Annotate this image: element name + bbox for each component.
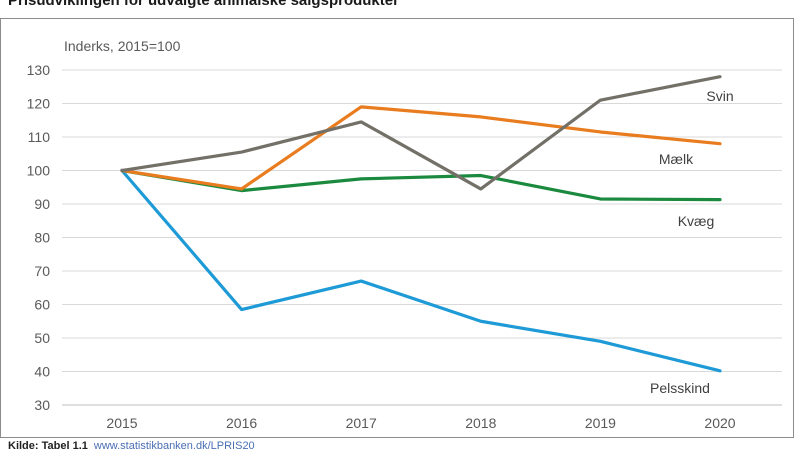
x-tick-label: 2019 <box>585 415 616 431</box>
x-tick-label: 2018 <box>465 415 496 431</box>
y-tick-label: 90 <box>34 196 50 212</box>
chart-title: Prisudviklingen for udvalgte animalske s… <box>8 0 399 9</box>
series-line-svin <box>120 75 722 191</box>
series-lines <box>120 75 722 373</box>
y-tick-label: 110 <box>28 129 51 145</box>
y-tick-label: 80 <box>34 230 50 246</box>
series-line-pelsskind <box>120 168 722 373</box>
y-tick-label: 30 <box>34 397 50 413</box>
series-line-mælk <box>120 105 722 191</box>
gridlines <box>62 69 782 406</box>
source-label: Kilde: Tabel 1.1 <box>8 440 88 450</box>
y-tick-label: 70 <box>34 263 50 279</box>
x-tick-label: 2016 <box>226 415 257 431</box>
series-label-pelsskind: Pelsskind <box>650 380 710 396</box>
y-tick-label: 40 <box>34 364 50 380</box>
y-tick-label: 130 <box>27 62 51 78</box>
source-link[interactable]: www.statistikbanken.dk/LPRIS20 <box>93 440 255 450</box>
y-axis-label: Inderks, 2015=100 <box>64 38 181 54</box>
y-tick-label: 50 <box>34 330 50 346</box>
series-labels: Svin Mælk Kvæg Pelsskind <box>650 88 734 396</box>
x-axis-ticks: 2015 2016 2017 2018 2019 2020 <box>106 415 735 431</box>
source-note: Kilde: Tabel 1.1 www.statistikbanken.dk/L… <box>8 440 255 450</box>
y-axis-ticks: 30 40 50 60 70 80 90 100 110 120 130 <box>27 62 51 413</box>
y-tick-label: 60 <box>34 297 50 313</box>
x-tick-label: 2015 <box>106 415 137 431</box>
y-tick-label: 120 <box>27 96 51 112</box>
series-label-kvæg: Kvæg <box>678 213 715 229</box>
x-tick-label: 2020 <box>704 415 735 431</box>
series-label-mælk: Mælk <box>659 151 694 167</box>
x-tick-label: 2017 <box>346 415 377 431</box>
y-tick-label: 100 <box>27 163 51 179</box>
series-label-svin: Svin <box>706 88 733 104</box>
